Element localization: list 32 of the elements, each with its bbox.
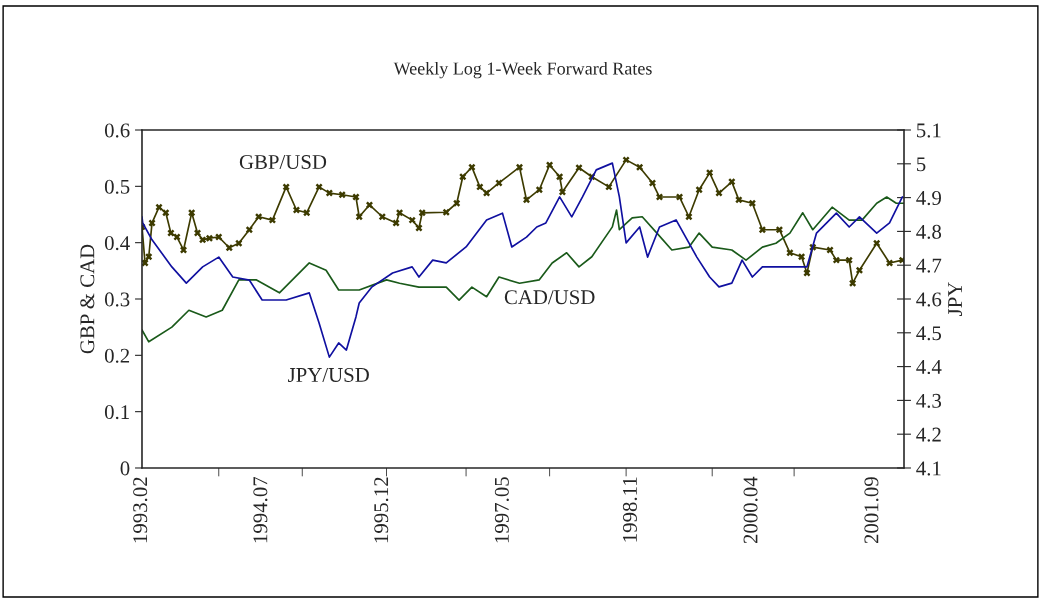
y-tick-label: 0 — [120, 461, 130, 476]
y-tick-label: 0.1 — [104, 405, 129, 420]
chart-title: Weekly Log 1-Week Forward Rates — [393, 61, 652, 79]
series-label: JPY/USD — [288, 367, 369, 382]
x-tick-label: 2000.04 — [743, 476, 758, 544]
y2-tick-label: 5.1 — [917, 123, 941, 138]
x-tick-label: 1995.12 — [374, 477, 389, 543]
y2-tick-label: 4.3 — [916, 393, 942, 408]
y-tick-label: 0.4 — [104, 236, 130, 251]
x-tick-label: 1998.11 — [622, 477, 638, 542]
line-series — [141, 196, 905, 343]
y2-tick-label: 4.5 — [916, 326, 942, 341]
y2-tick-label: 4.7 — [916, 258, 942, 273]
y2-tick-label: 4.2 — [916, 427, 941, 442]
y-tick-label: 0.6 — [104, 123, 130, 138]
y2-tick-label: 4.1 — [916, 461, 941, 476]
x-tick-label: 1997.05 — [494, 477, 509, 543]
y2-tick-label: 5 — [917, 157, 926, 172]
y-tick-label: 0.5 — [104, 179, 130, 194]
y2-tick-label: 4.9 — [916, 191, 941, 206]
y2-tick-label: 4.8 — [916, 224, 942, 239]
y-tick-label: 0.2 — [104, 348, 130, 363]
y2-axis-title: JPY — [948, 282, 963, 316]
y-axis-title: GBP & CAD — [80, 244, 95, 354]
x-tick-label: 2001.09 — [864, 477, 879, 544]
x-tick-label: 1994.07 — [253, 476, 268, 543]
y2-tick-label: 4.4 — [916, 360, 942, 375]
x-tick-label: 1993.02 — [133, 477, 148, 543]
y-tick-label: 0.3 — [104, 292, 130, 307]
y2-tick-label: 4.6 — [916, 292, 942, 307]
series-label: GBP/USD — [239, 155, 327, 170]
series-label: CAD/USD — [504, 290, 595, 305]
